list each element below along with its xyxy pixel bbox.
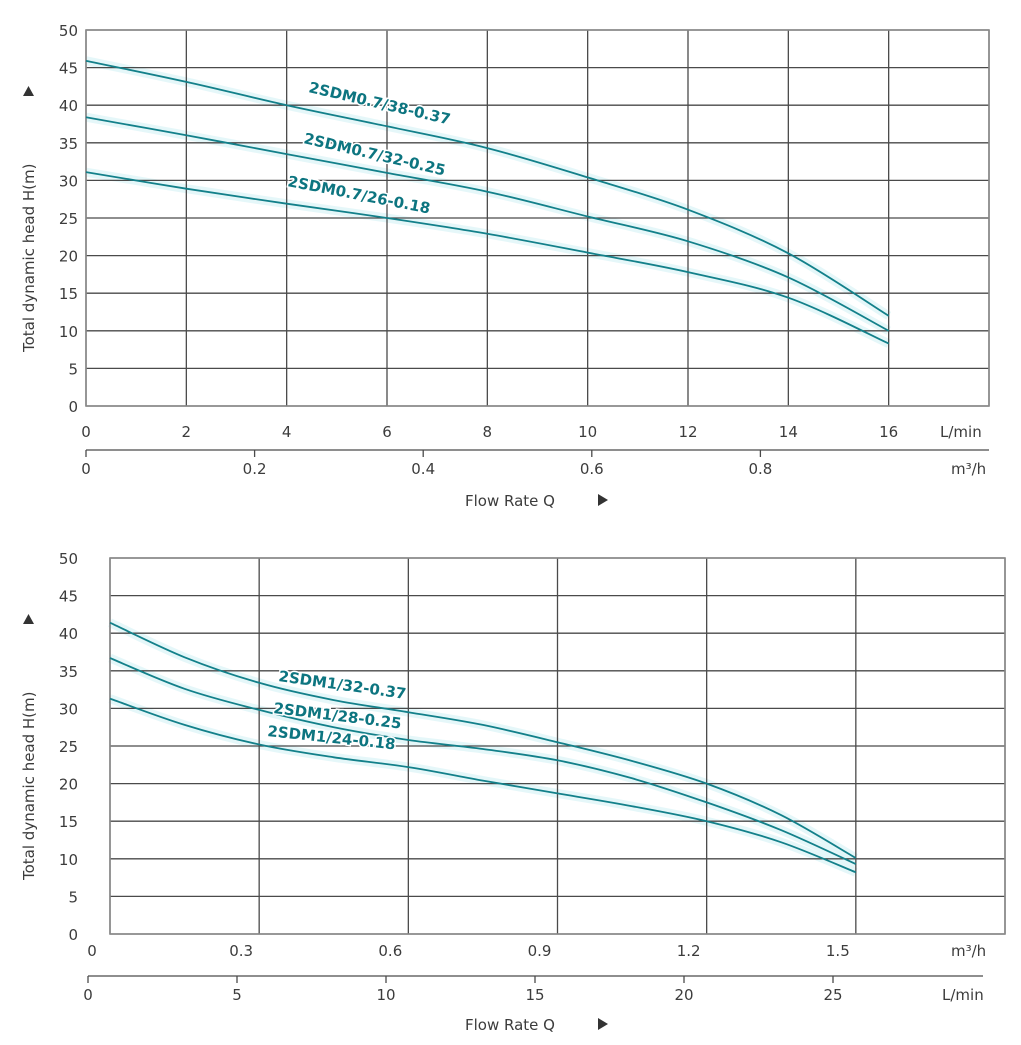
secondary-tick-label: 20 — [674, 986, 693, 1004]
plot-frame — [109, 557, 1006, 935]
x-tick-label: 16 — [879, 423, 898, 441]
grid — [109, 557, 1006, 935]
plot-frame — [85, 29, 990, 407]
x-tick-labels: 0 2 4 6 8 10 12 14 16 — [81, 423, 898, 441]
x-unit-secondary: L/min — [942, 986, 984, 1004]
x-tick-label: 8 — [483, 423, 493, 441]
y-tick-labels: 0 5 10 15 20 25 30 35 40 45 50 — [59, 22, 78, 416]
y-tick-label: 20 — [59, 248, 78, 266]
triangle-right-icon — [598, 1018, 608, 1030]
x-tick-label: 1.5 — [826, 942, 850, 960]
triangle-right-icon — [598, 494, 608, 506]
x-tick-label: 6 — [382, 423, 392, 441]
secondary-tick-label: 0 — [81, 460, 91, 478]
secondary-tick-label: 10 — [376, 986, 395, 1004]
secondary-tick-label: 25 — [823, 986, 842, 1004]
y-tick-label: 40 — [59, 97, 78, 115]
secondary-tick-label: 0.4 — [411, 460, 435, 478]
x-unit-primary: L/min — [940, 423, 982, 441]
y-tick-label: 0 — [68, 398, 78, 416]
x-axis-title: Flow Rate Q — [465, 492, 555, 510]
secondary-tick-label: 5 — [232, 986, 242, 1004]
curve-highlights — [108, 618, 859, 877]
curves — [109, 621, 857, 874]
y-tick-label: 0 — [68, 926, 78, 944]
y-tick-label: 30 — [59, 700, 78, 718]
chart-top: 0 5 10 15 20 25 30 35 40 45 50 0 2 4 6 8 10 12 14 16 L/min… — [20, 22, 990, 510]
x-unit-primary: m³/h — [951, 942, 986, 960]
secondary-tick-label: 15 — [525, 986, 544, 1004]
series-line-1 — [109, 621, 857, 859]
x-tick-label: 10 — [578, 423, 597, 441]
y-tick-label: 10 — [59, 851, 78, 869]
y-tick-label: 35 — [59, 135, 78, 153]
series-line-3 — [109, 697, 857, 874]
x-tick-label: 2 — [182, 423, 192, 441]
y-axis-title: Total dynamic head H(m) — [20, 163, 38, 353]
y-tick-label: 45 — [59, 588, 78, 606]
triangle-up-icon — [23, 614, 34, 624]
y-tick-label: 20 — [59, 776, 78, 794]
y-tick-labels: 0 5 10 15 20 25 30 35 40 45 50 — [59, 550, 78, 944]
y-tick-label: 25 — [59, 738, 78, 756]
y-tick-label: 50 — [59, 550, 78, 568]
y-tick-label: 45 — [59, 60, 78, 78]
y-tick-label: 25 — [59, 210, 78, 228]
triangle-up-icon — [23, 86, 34, 96]
secondary-tick-label: 0.6 — [580, 460, 604, 478]
y-tick-label: 35 — [59, 663, 78, 681]
x-axis-title: Flow Rate Q — [465, 1016, 555, 1034]
x-tick-label: 14 — [779, 423, 798, 441]
y-tick-label: 10 — [59, 323, 78, 341]
y-axis-title: Total dynamic head H(m) — [20, 691, 38, 881]
secondary-tick-label: 0.2 — [243, 460, 267, 478]
x-tick-label: 0.9 — [528, 942, 552, 960]
y-tick-label: 5 — [68, 360, 78, 378]
series-line-1 — [85, 59, 890, 317]
x-unit-secondary: m³/h — [951, 460, 986, 478]
series-line-2 — [85, 116, 890, 332]
y-tick-label: 40 — [59, 625, 78, 643]
y-tick-label: 50 — [59, 22, 78, 40]
secondary-x-axis: 0 5 10 15 20 25 — [83, 975, 983, 1004]
y-tick-label: 15 — [59, 813, 78, 831]
secondary-tick-label: 0 — [83, 986, 93, 1004]
x-tick-label: 0.6 — [378, 942, 402, 960]
y-tick-label: 30 — [59, 172, 78, 190]
series-labels: 2SDM0.7/38-0.372SDM0.7/32-0.252SDM0.7/26… — [285, 77, 454, 219]
curve-glow — [108, 618, 859, 862]
series-line-2 — [109, 657, 857, 865]
x-tick-label: 0 — [87, 942, 97, 960]
series-line-3 — [85, 171, 890, 345]
secondary-tick-label: 0.8 — [748, 460, 772, 478]
curves — [85, 59, 890, 345]
x-tick-label: 1.2 — [677, 942, 701, 960]
x-tick-label: 0.3 — [229, 942, 253, 960]
y-tick-label: 15 — [59, 285, 78, 303]
x-tick-label: 12 — [678, 423, 697, 441]
x-tick-label: 4 — [282, 423, 292, 441]
secondary-x-axis: 0 0.2 0.4 0.6 0.8 — [81, 449, 989, 478]
x-tick-labels: 0 0.3 0.6 0.9 1.2 1.5 — [87, 942, 850, 960]
y-tick-label: 5 — [68, 888, 78, 906]
x-tick-label: 0 — [81, 423, 91, 441]
